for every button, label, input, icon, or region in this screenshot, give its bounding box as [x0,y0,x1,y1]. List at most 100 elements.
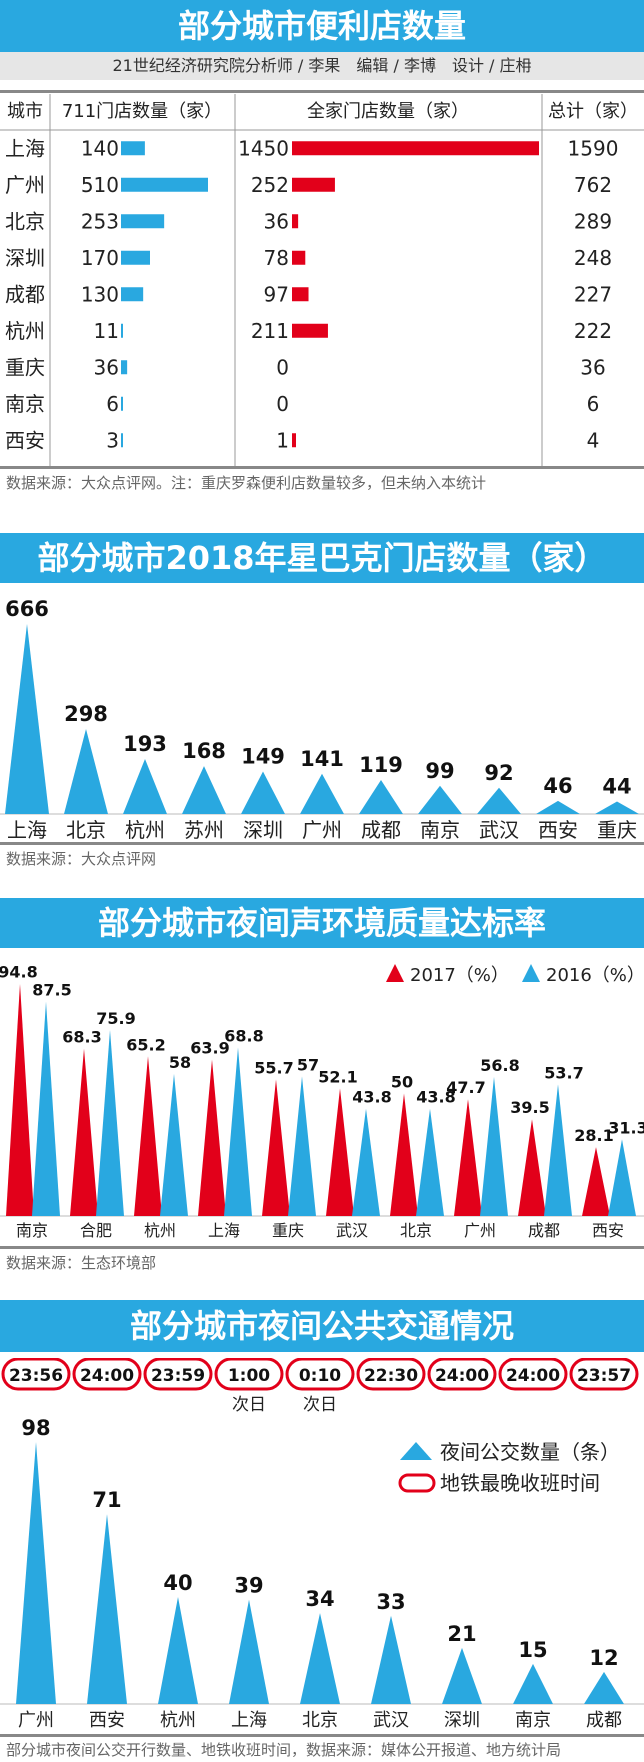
noise-2016-triangle [480,1076,508,1216]
bus-value: 71 [92,1488,121,1512]
starbucks-triangle [64,728,108,814]
legend-metro-label: 地铁最晚收班时间 [440,1471,600,1495]
noise-2017-value: 47.7 [446,1078,485,1097]
bus-triangle [371,1615,411,1704]
family-bar [292,433,296,448]
family-bar [292,287,309,302]
starbucks-chart: 666 上海 298 北京 193 杭州 168 苏州 149 深圳 141 广州 119 成都 99 南京 9… [0,597,644,842]
bus-triangle [300,1613,340,1704]
total-value: 222 [574,319,612,343]
noise-city: 上海 [208,1221,240,1240]
family-value: 0 [276,355,289,379]
family-value: 211 [251,319,289,343]
noise-2016-triangle [544,1084,572,1216]
noise-2017-value: 65.2 [126,1035,165,1054]
bus-value: 40 [163,1571,192,1595]
noise-2017-triangle [390,1093,418,1216]
section2-rule [0,842,644,845]
s711-value: 6 [106,392,119,416]
bus-value: 12 [589,1646,618,1670]
noise-2016-value: 53.7 [544,1063,583,1082]
city-label: 上海 [5,136,45,160]
noise-2017-triangle [518,1119,546,1216]
starbucks-triangle [123,758,167,814]
starbucks-value: 44 [602,774,631,798]
noise-2016-triangle [288,1076,316,1216]
header-711: 711门店数量（家） [62,101,222,122]
header-total: 总计（家） [548,101,638,122]
starbucks-city: 上海 [7,818,47,842]
starbucks-triangle [300,773,344,814]
table-top-rule [0,90,644,93]
section1-title: 部分城市便利店数量 [0,0,644,52]
bus-city: 北京 [302,1710,338,1731]
total-value: 289 [574,209,612,233]
starbucks-city: 成都 [361,818,401,842]
metro-time-value: 0:10 [299,1366,341,1386]
noise-2017-value: 94.8 [0,963,38,982]
starbucks-triangle [182,766,226,814]
s711-bar [121,433,123,448]
starbucks-triangle [418,785,462,814]
metro-time-pill [356,1358,426,1391]
section1-source: 数据来源：大众点评网。注：重庆罗森便利店数量较多，但未纳入本统计 [6,474,487,492]
bus-triangle [584,1671,624,1704]
city-label: 西安 [5,428,45,452]
noise-2017-triangle [70,1048,98,1216]
section3-rule [0,1246,644,1249]
family-bar [292,141,539,156]
total-value: 227 [574,282,612,306]
starbucks-triangle [477,787,521,814]
starbucks-value: 119 [359,753,403,777]
noise-city: 武汉 [336,1221,368,1240]
starbucks-value: 46 [543,774,572,798]
city-label: 广州 [5,173,45,197]
family-value: 252 [251,173,289,197]
noise-2017-triangle [198,1059,226,1216]
section4-title: 部分城市夜间公共交通情况 [0,1300,644,1352]
starbucks-value: 149 [241,744,285,768]
noise-2016-value: 68.8 [224,1026,263,1045]
s711-value: 36 [94,355,119,379]
noise-2016-value: 56.8 [480,1056,519,1075]
starbucks-value: 141 [300,747,344,771]
total-value: 1590 [568,136,619,160]
noise-2016-triangle [32,1001,60,1216]
family-value: 36 [264,209,289,233]
city-label: 成都 [5,282,45,306]
s711-bar [121,396,123,411]
noise-2016-value: 43.8 [352,1088,391,1107]
city-label: 北京 [5,209,45,233]
noise-2016-triangle [416,1108,444,1216]
starbucks-triangle [595,801,639,814]
starbucks-city: 广州 [302,818,342,842]
noise-2016-value: 58 [169,1053,191,1072]
family-bar [292,214,299,229]
metro-time-pill [214,1358,284,1391]
noise-2017-value: 55.7 [254,1059,293,1078]
noise-2017-triangle [134,1056,162,1216]
legend-metro-icon [398,1473,436,1493]
family-value: 0 [276,392,289,416]
bus-city: 武汉 [373,1710,409,1731]
family-value: 1450 [238,136,289,160]
bus-value: 98 [21,1416,50,1440]
starbucks-value: 666 [5,597,49,621]
s711-bar [121,323,123,338]
legend-2017-label: 2017（%） [410,965,509,986]
bus-value: 33 [376,1590,405,1614]
s711-bar [121,250,150,265]
section2-source: 数据来源：大众点评网 [6,850,157,868]
noise-city: 成都 [528,1221,560,1240]
s711-value: 170 [81,246,119,270]
metro-time-pill [285,1358,355,1391]
noise-2016-triangle [224,1047,252,1216]
noise-2016-value: 31.3 [608,1118,644,1137]
total-value: 248 [574,246,612,270]
s711-value: 140 [81,136,119,160]
total-value: 6 [587,392,600,416]
noise-2016-value: 57 [297,1055,319,1074]
metro-time-value: 23:57 [577,1366,631,1386]
bus-city: 南京 [515,1710,551,1731]
noise-city: 北京 [400,1221,432,1240]
